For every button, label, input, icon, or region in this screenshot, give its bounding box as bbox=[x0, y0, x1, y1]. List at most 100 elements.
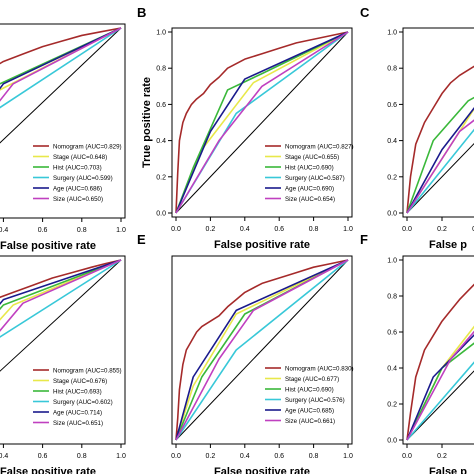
legend-label: Size (AUC=0.661) bbox=[285, 418, 335, 425]
panel-letter: F bbox=[360, 232, 368, 247]
series-line-3 bbox=[0, 259, 122, 338]
y-tick-label: 0.4 bbox=[156, 138, 166, 145]
roc-panel-4: 0.4 0.6 0.8 1.0 False positive rate Nomogram … bbox=[0, 255, 126, 474]
x-tick-label: 1.0 bbox=[343, 226, 353, 233]
series-line-5 bbox=[0, 27, 122, 102]
series-line-5 bbox=[175, 259, 349, 441]
y-tick-label: 0.2 bbox=[387, 174, 397, 181]
y-tick-label: 0.4 bbox=[387, 138, 397, 145]
reference-diagonal bbox=[0, 259, 122, 372]
x-tick-label: 0.8 bbox=[309, 226, 319, 233]
x-tick-label: 0.4 bbox=[0, 453, 8, 460]
plot-frame bbox=[0, 255, 126, 445]
series-line-5 bbox=[406, 119, 474, 214]
series-line-5 bbox=[175, 31, 349, 214]
x-tick-label: 0.2 bbox=[437, 453, 447, 460]
x-tick-label: 0.4 bbox=[240, 226, 250, 233]
legend-label: Nomogram (AUC=0.855) bbox=[53, 367, 122, 374]
y-tick-label: 0.0 bbox=[387, 211, 397, 218]
legend-label: Stage (AUC=0.648) bbox=[53, 154, 107, 161]
y-tick-label: 0.6 bbox=[387, 102, 397, 109]
x-tick-label: 0.4 bbox=[472, 226, 474, 233]
x-axis-title: False positive rate bbox=[0, 240, 96, 252]
legend: Nomogram (AUC=0.827) Stage (AUC=0.655) His… bbox=[265, 143, 354, 203]
plot-frame bbox=[402, 27, 474, 218]
x-tick-label: 0.2 bbox=[437, 226, 447, 233]
y-axis-title: True positive rate bbox=[141, 77, 153, 168]
legend-label: Surgery (AUC=0.576) bbox=[285, 397, 345, 404]
x-tick-label: 0.6 bbox=[38, 453, 48, 460]
plot-frame bbox=[402, 255, 474, 445]
x-tick-label: 1.0 bbox=[116, 453, 126, 460]
series-line-0 bbox=[406, 65, 474, 214]
y-tick-label: 1.0 bbox=[387, 258, 397, 265]
plot-frame bbox=[171, 27, 353, 218]
panel-letter: E bbox=[137, 232, 146, 247]
legend-label: Age (AUC=0.685) bbox=[285, 407, 334, 414]
y-tick-label: 0.0 bbox=[387, 438, 397, 445]
legend-label: Size (AUC=0.654) bbox=[285, 196, 335, 203]
panel-letter: B bbox=[137, 5, 146, 20]
x-tick-label: 0.8 bbox=[309, 453, 319, 460]
legend-label: Size (AUC=0.650) bbox=[53, 196, 103, 203]
x-axis-title: False p bbox=[429, 239, 467, 251]
roc-panel-3: 0.0 0.2 0.4 0.0 0.2 0.4 0.6 0.8 1.0 False p C bbox=[360, 5, 474, 251]
roc-panel-6: 0.0 0.2 0.0 0.2 0.4 0.6 0.8 1.0 False p F bbox=[360, 232, 474, 474]
y-tick-label: 0.4 bbox=[387, 366, 397, 373]
reference-diagonal bbox=[406, 370, 474, 441]
x-tick-label: 0.6 bbox=[274, 453, 284, 460]
x-tick-label: 0.0 bbox=[171, 453, 181, 460]
series-line-4 bbox=[406, 333, 474, 441]
x-tick-label: 0.4 bbox=[240, 453, 250, 460]
y-tick-label: 0.2 bbox=[156, 174, 166, 181]
x-axis-title: False positive rate bbox=[214, 466, 310, 474]
x-tick-label: 1.0 bbox=[343, 453, 353, 460]
x-axis-title: False positive rate bbox=[214, 239, 310, 251]
series-line-4 bbox=[0, 27, 122, 90]
legend: Nomogram (AUC=0.855) Stage (AUC=0.676) His… bbox=[33, 367, 122, 427]
legend-label: Stage (AUC=0.655) bbox=[285, 154, 339, 161]
series-line-0 bbox=[406, 283, 474, 441]
legend-label: Age (AUC=0.690) bbox=[285, 185, 334, 192]
x-tick-label: 0.6 bbox=[274, 226, 284, 233]
series-line-5 bbox=[0, 259, 122, 332]
y-tick-label: 0.8 bbox=[387, 294, 397, 301]
y-tick-label: 1.0 bbox=[387, 30, 397, 37]
legend: Nomogram (AUC=0.830) Stage (AUC=0.677) His… bbox=[265, 365, 354, 425]
series-line-5 bbox=[406, 330, 474, 441]
legend: Nomogram (AUC=0.829) Stage (AUC=0.648) His… bbox=[33, 143, 122, 203]
x-tick-label: 0.2 bbox=[206, 226, 216, 233]
x-tick-label: 0.8 bbox=[77, 227, 87, 234]
x-tick-label: 0.0 bbox=[402, 226, 412, 233]
series-line-2 bbox=[406, 342, 474, 441]
y-tick-label: 0.8 bbox=[387, 66, 397, 73]
series-line-3 bbox=[406, 128, 474, 214]
series-line-0 bbox=[175, 31, 349, 214]
legend-label: Hist (AUC=0.703) bbox=[53, 164, 102, 171]
y-tick-label: 0.6 bbox=[156, 102, 166, 109]
legend-label: Nomogram (AUC=0.827) bbox=[285, 143, 354, 150]
series-line-3 bbox=[175, 259, 349, 441]
legend-label: Age (AUC=0.686) bbox=[53, 185, 102, 192]
legend-label: Surgery (AUC=0.602) bbox=[53, 399, 113, 406]
reference-diagonal bbox=[0, 27, 122, 144]
series-line-0 bbox=[175, 259, 349, 441]
legend-label: Size (AUC=0.651) bbox=[53, 420, 103, 427]
legend-label: Age (AUC=0.714) bbox=[53, 409, 102, 416]
roc-panel-1: 0.4 0.6 0.8 1.0 False positive rate Nomogram … bbox=[0, 23, 126, 252]
legend-label: Hist (AUC=0.690) bbox=[285, 164, 334, 171]
x-tick-label: 0.2 bbox=[206, 453, 216, 460]
x-tick-label: 0.0 bbox=[402, 453, 412, 460]
legend-label: Surgery (AUC=0.587) bbox=[285, 175, 345, 182]
series-line-2 bbox=[0, 27, 122, 85]
x-tick-label: 0.4 bbox=[0, 227, 8, 234]
series-line-0 bbox=[0, 27, 122, 65]
series-line-4 bbox=[406, 106, 474, 214]
x-axis-title: False p bbox=[429, 466, 467, 474]
roc-panel-5: 0.0 0.2 0.4 0.6 0.8 1.0 False positive rate E No… bbox=[137, 232, 354, 474]
panel-letter: C bbox=[360, 5, 370, 20]
y-tick-label: 0.2 bbox=[387, 402, 397, 409]
x-axis-title: False positive rate bbox=[0, 466, 96, 474]
legend-label: Nomogram (AUC=0.830) bbox=[285, 365, 354, 372]
series-line-4 bbox=[175, 31, 349, 214]
